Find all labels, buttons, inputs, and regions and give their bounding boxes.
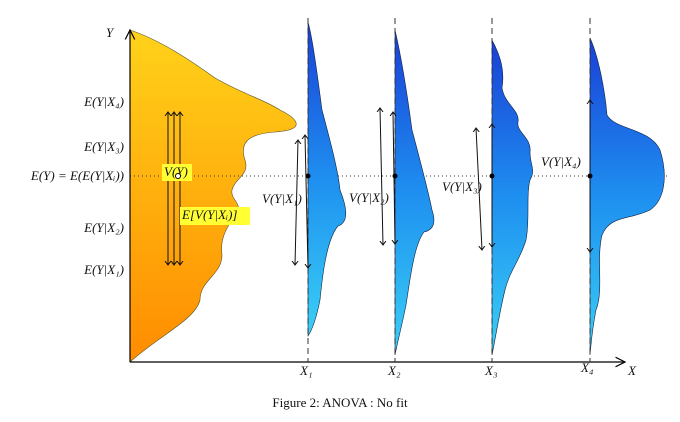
x-label: X₂ [387, 363, 401, 378]
mean-point [175, 173, 181, 179]
x-label: X₃ [484, 363, 497, 378]
group-mean [489, 173, 495, 179]
conditional-density [307, 21, 347, 337]
caption: Figure 2: ANOVA : No fit [272, 395, 408, 410]
conditional-density [491, 39, 533, 356]
group-variance: V(Y|X₃) [442, 179, 482, 194]
conditional-density [394, 29, 435, 356]
y-label: E(Y|X₄) [83, 94, 124, 109]
x-label: X₁ [299, 363, 312, 378]
y-label: E(Y) = E(E(Y|Xᵢ)) [30, 168, 124, 183]
y-label: E(Y|X₃) [83, 139, 124, 154]
y-label: E(Y|X₁) [83, 262, 124, 277]
variance-arrow [476, 128, 482, 250]
label-bg [180, 207, 250, 225]
group-mean [587, 173, 593, 179]
group-variance: V(Y|X₁) [262, 191, 302, 206]
variance-arrow [380, 108, 383, 245]
conditional-density [589, 37, 665, 356]
group-variance: V(Y|X₄) [541, 154, 581, 169]
group-mean [305, 173, 311, 179]
group-mean [392, 173, 398, 179]
group-3: V(Y|X₃) X₃ [442, 18, 533, 378]
label-bg [162, 164, 192, 181]
y-axis-label: Y [106, 25, 115, 40]
group-variance: V(Y|X₂) [349, 190, 389, 205]
group-2: V(Y|X₂) X₂ [349, 18, 435, 378]
mean-conditional-variance: E[V(Y|Xᵢ)] [181, 207, 237, 222]
group-1: V(Y|X₁) X₁ [262, 18, 347, 378]
variance-arrow [305, 135, 308, 268]
y-label: E(Y|X₂) [83, 220, 124, 235]
marginal-variance: V(Y) [164, 164, 188, 179]
variance-arrow [295, 140, 298, 265]
x-axis-label: X [627, 363, 637, 378]
group-4: V(Y|X₄) X₄ [541, 18, 665, 375]
x-label: X₄ [580, 360, 594, 375]
